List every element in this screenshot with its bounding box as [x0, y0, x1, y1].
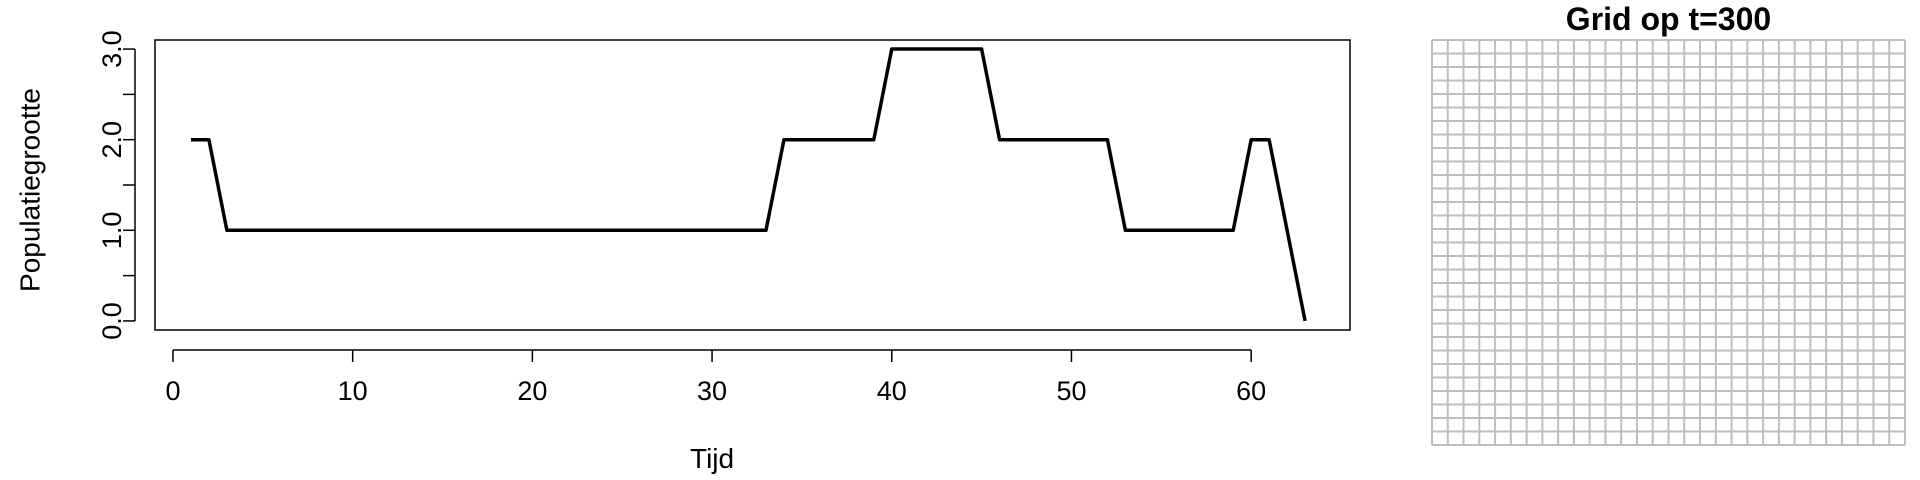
line-plot: 0 10 20 30 40 50 60 0.0 1.0 2.0 3.0 Tijd Populati… [15, 30, 1351, 474]
grid-title: Grid op t=300 [1566, 1, 1771, 37]
plot-frame [154, 39, 1351, 331]
series-line [190, 47, 1307, 322]
grid-plot: Grid op t=300 [1431, 1, 1906, 446]
grid-cells [1431, 39, 1906, 446]
y-tick-label: 2.0 [97, 121, 127, 159]
y-tick-label: 1.0 [97, 212, 127, 250]
x-axis: 0 10 20 30 40 50 60 [165, 349, 1266, 406]
x-tick-label: 0 [165, 376, 180, 406]
x-tick-label: 50 [1056, 376, 1086, 406]
x-tick-label: 20 [517, 376, 547, 406]
y-axis-title: Populatiegrootte [15, 88, 46, 292]
x-tick-label: 40 [877, 376, 907, 406]
y-tick-label: 0.0 [97, 302, 127, 340]
y-axis: 0.0 1.0 2.0 3.0 [97, 30, 136, 340]
x-axis-title: Tijd [690, 443, 734, 474]
x-tick-label: 60 [1236, 376, 1266, 406]
y-tick-label: 3.0 [97, 30, 127, 68]
x-tick-label: 10 [338, 376, 368, 406]
x-tick-label: 30 [697, 376, 727, 406]
